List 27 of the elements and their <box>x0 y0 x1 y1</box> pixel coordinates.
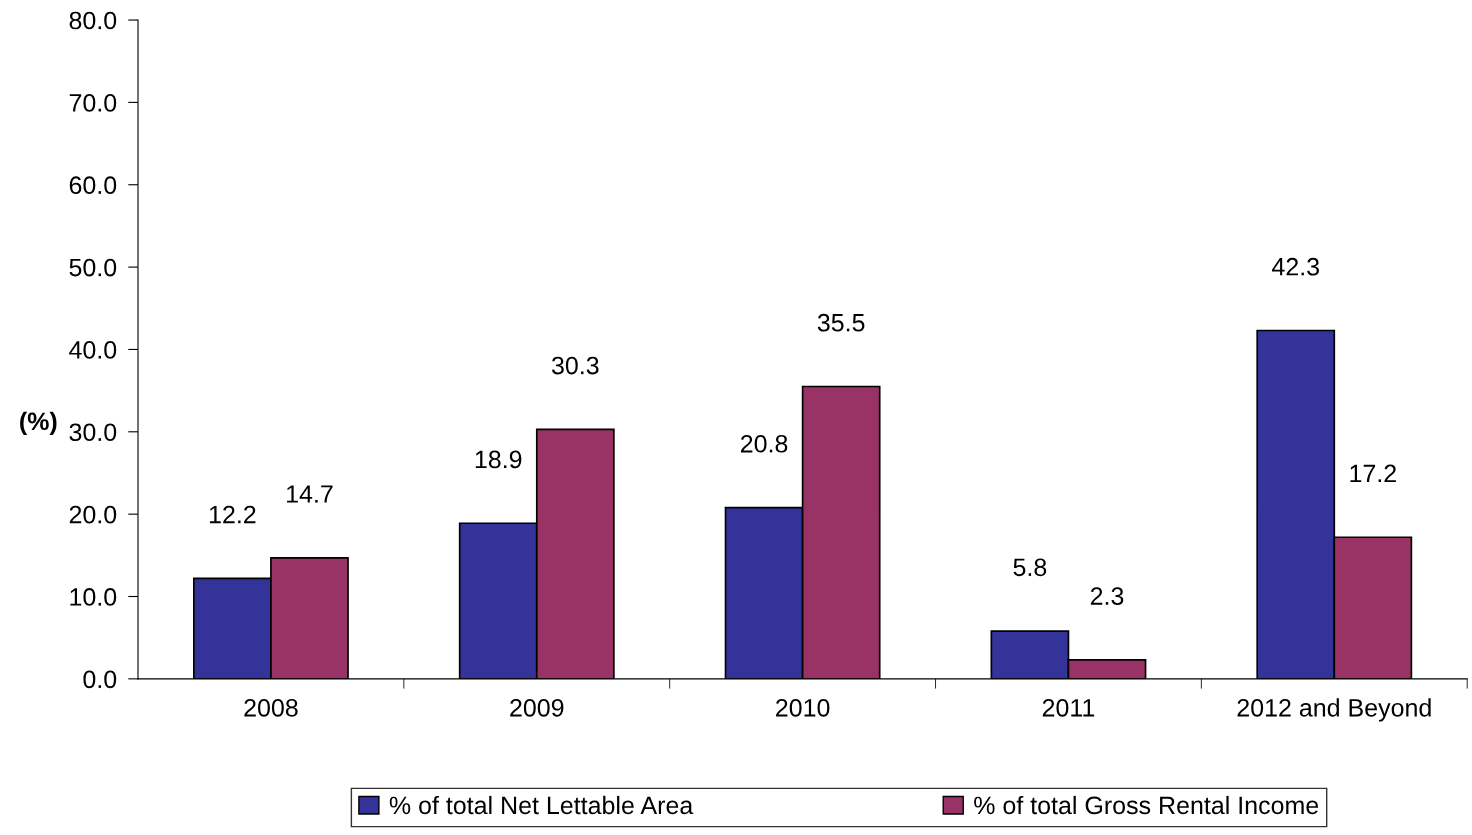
y-tick-label: 60.0 <box>69 176 117 195</box>
data-label: 12.2 <box>209 505 256 524</box>
data-label: 2.3 <box>1090 587 1124 605</box>
x-tick-label: 2009 <box>510 698 564 717</box>
y-tick-label: 70.0 <box>69 93 117 112</box>
data-label: 17.2 <box>1350 464 1396 483</box>
y-tick-label: 80.0 <box>69 11 117 30</box>
y-tick-label: 40.0 <box>69 341 117 359</box>
y-tick-label: 50.0 <box>69 258 117 277</box>
legend-label: % of total Gross Rental Income <box>974 795 1319 815</box>
y-tick-label: 10.0 <box>70 588 117 606</box>
data-label: 14.7 <box>287 485 333 503</box>
data-label: 35.5 <box>817 313 865 332</box>
data-label: 18.9 <box>475 450 522 469</box>
legend-label: % of total Net Lettable Area <box>389 795 694 815</box>
y-tick-label: 20.0 <box>69 505 117 524</box>
data-label: 30.3 <box>551 356 599 375</box>
data-label: 42.3 <box>1272 257 1319 276</box>
y-axis-title: (%) <box>20 411 57 436</box>
x-tick-label: 2012 and Beyond <box>1237 698 1431 722</box>
x-tick-label: 2011 <box>1042 698 1095 717</box>
y-tick-label: 30.0 <box>69 423 117 442</box>
data-label: 20.8 <box>740 434 788 453</box>
x-tick-label: 2010 <box>776 698 830 717</box>
x-tick-label: 2008 <box>244 698 298 717</box>
data-label: 5.8 <box>1013 558 1047 577</box>
y-tick-label: 0.0 <box>83 670 117 689</box>
